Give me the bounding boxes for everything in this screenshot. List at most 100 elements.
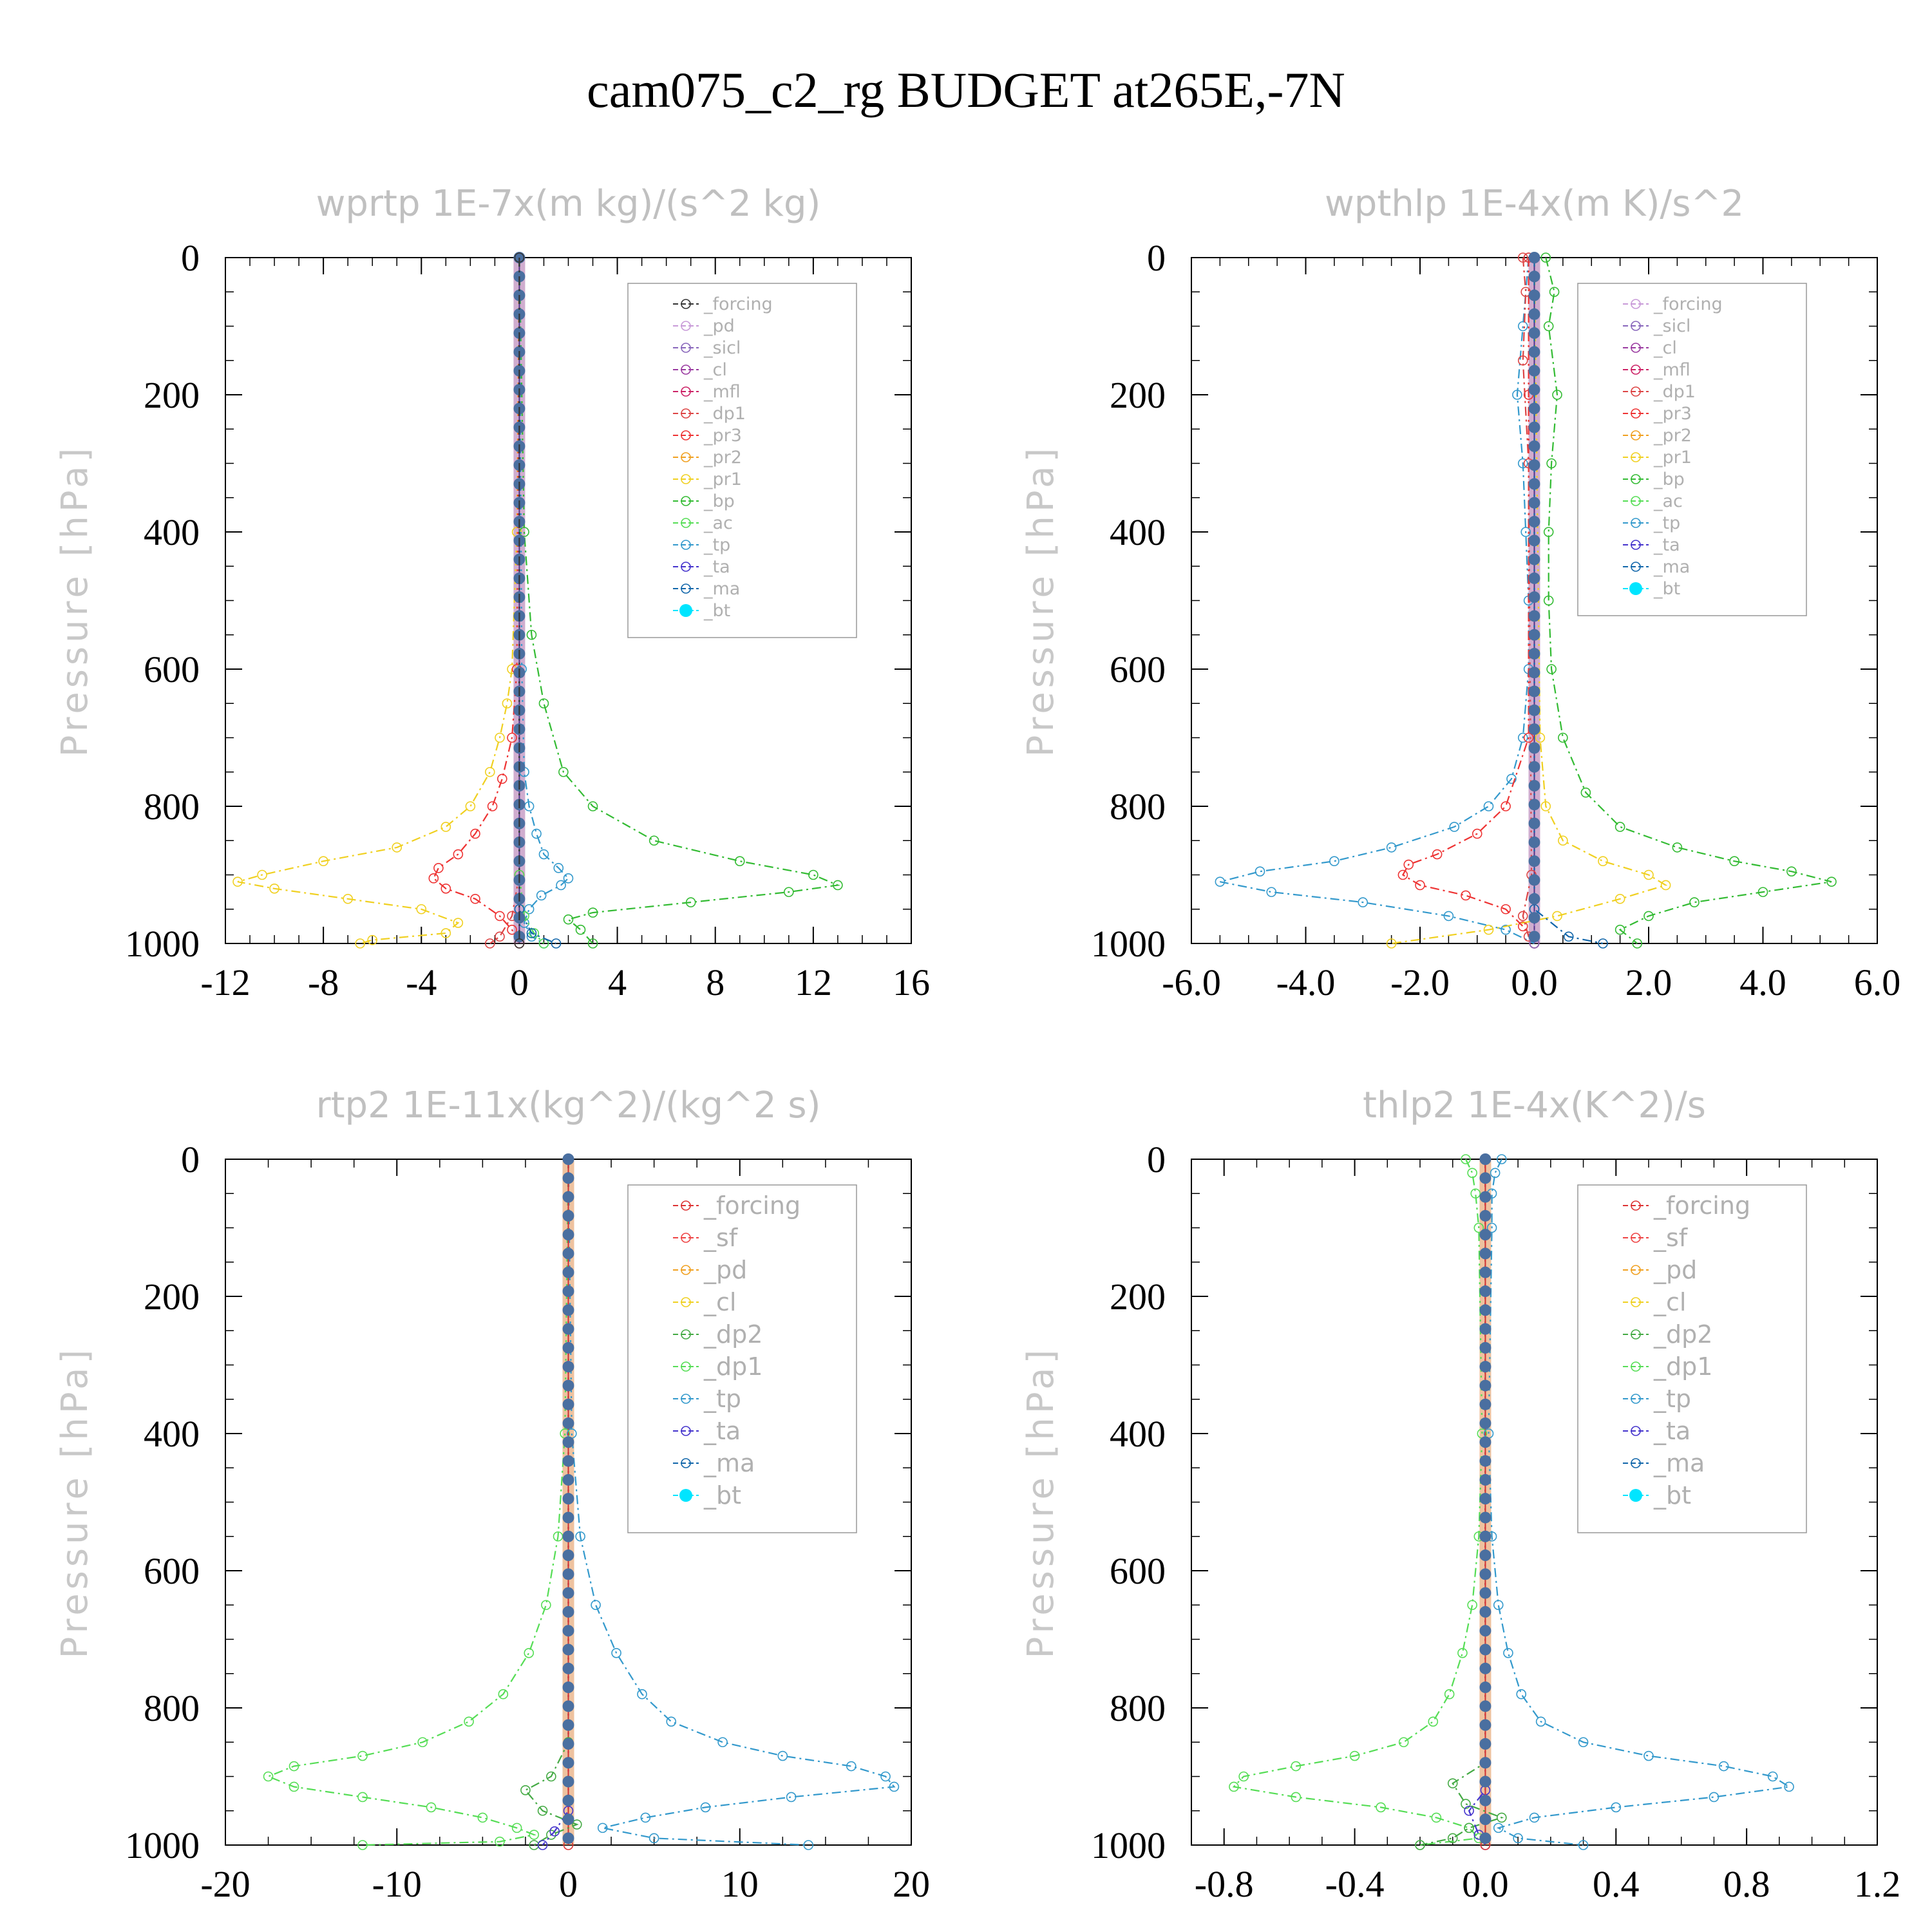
series-point-tp [1643,1750,1654,1761]
series-point-pr1 [1535,732,1546,743]
series-point-bp [575,924,586,935]
legend-label: _ma [1653,1449,1705,1477]
series-marker-bt [1528,421,1540,433]
series-marker-bt [1528,931,1540,943]
series-point-bp [1543,527,1554,537]
series-marker-bt [1479,1153,1492,1165]
series-marker-bt [1479,1398,1492,1410]
series-point-tp [786,1792,797,1803]
series-marker-bt [1479,1794,1492,1806]
legend-label: _pd [1653,1256,1697,1284]
series-marker-bt [1479,1247,1492,1260]
y-tick-label: 1000 [125,1824,200,1866]
series-point-bp [649,835,659,846]
series-marker-bt [562,1304,574,1316]
series-point-dp1b [1376,1802,1386,1813]
y-tick-label: 0 [1147,237,1166,279]
series-point-dp1b [464,1716,474,1727]
series-point-bp [833,880,843,891]
series-point-bp [1558,732,1568,743]
legend-swatch-marker [1629,1489,1642,1502]
series-marker-bt [1479,1229,1492,1241]
series-point-pr1 [440,822,451,832]
legend-label: _pr1 [1653,448,1692,468]
series-marker-bt [562,1323,574,1335]
series-marker-bt [562,1172,574,1184]
series-point-tp [575,1531,585,1542]
legend-swatch-marker [1631,452,1641,462]
series-point-tp [1578,1737,1589,1748]
x-tick-label: 2.0 [1625,961,1672,1003]
series-marker-bt [1528,874,1540,886]
chart-thlp2: thlp2 1E-4x(K^2)/s Pressure [hPa] 0 200 400 6… [1020,1084,1900,1905]
legend-box [1577,283,1807,616]
legend-label: _mfl [1653,360,1690,380]
series-marker-bt [1479,1304,1492,1316]
figure-title: cam075_c2_rg BUDGET at265E,-7N [587,62,1345,118]
legend-label: _tp [1653,1385,1691,1413]
legend-label: _sf [1653,1224,1689,1252]
legend-label: _tp [703,535,730,555]
series-point-dp1b [498,1689,509,1700]
x-tick-label: -4.0 [1276,961,1336,1003]
series-point-pr3 [1432,849,1443,860]
legend-label: _ta [703,557,730,577]
legend-label: _bt [1653,1481,1691,1510]
series-point-forcing [514,252,525,263]
legend-label: _dp2 [1653,1320,1712,1349]
legend-swatch-marker [681,583,691,594]
series-marker-bt [562,1455,574,1467]
y-axis-label: Pressure [hPa] [54,1346,96,1659]
legend-swatch-marker [1631,343,1641,353]
legend-label: _dp1 [1653,1352,1712,1381]
series-point-tp [1767,1771,1778,1782]
series-marker-bt [1479,1473,1492,1486]
series-marker-bt [1528,440,1540,452]
series-marker-bt [1479,1455,1492,1467]
legend-label: _mfl [703,382,741,402]
series-point-tp [1503,1647,1513,1658]
series-marker-bt [1479,1738,1492,1750]
series-point-bp [1546,458,1557,469]
series-point-pr1 [484,766,495,777]
series-point-tp [1490,1168,1501,1179]
legend-label: _bt [703,1481,741,1510]
series-marker-bt [1479,1605,1492,1618]
series-line-tp [518,257,570,944]
series-point-tp [1493,1600,1504,1611]
series-point-pr1 [416,904,427,914]
legend-label: _dp2 [703,1320,762,1349]
series-marker-bt [1528,497,1540,509]
series-point-dp1b [495,1836,505,1847]
series-point-dp1b [524,1647,535,1658]
legend-swatch-marker [681,1361,691,1372]
series-point-dp1b [529,1830,540,1840]
series-marker-bt [1479,1587,1492,1599]
series-point-tp [1535,1716,1546,1727]
series-point-ma [1598,938,1608,949]
series-marker-bt [1479,1643,1492,1656]
series-line-dp1b [266,1159,569,1846]
legend-label: _ta [1653,1417,1690,1445]
chart-title: wprtp 1E-7x(m kg)/(s^2 kg) [316,183,821,225]
series-marker-bt [562,1719,574,1731]
series-marker-bt [562,1681,574,1694]
y-tick-label: 0 [181,1139,200,1180]
legend-swatch-marker [1631,430,1641,440]
x-tick-label: 0.8 [1723,1863,1770,1905]
legend-swatch-marker [681,540,691,550]
series-point-bp [1643,911,1654,922]
series-point-pr1 [232,876,243,887]
series-point-pr3 [1501,801,1511,811]
series-marker-bt [562,1568,574,1580]
series-point-bp [1543,595,1554,606]
series-point-tp [640,1812,651,1823]
legend-label: _bt [703,601,730,621]
y-tick-label: 200 [1110,1276,1166,1318]
legend-swatch-marker [1631,1426,1641,1436]
series-point-dp1b [511,1823,522,1833]
series-marker-bt [1479,1681,1492,1694]
y-axis-label: Pressure [hPa] [1020,444,1062,757]
series-point-pr3 [1461,890,1471,901]
series-marker-bt [562,1794,574,1806]
